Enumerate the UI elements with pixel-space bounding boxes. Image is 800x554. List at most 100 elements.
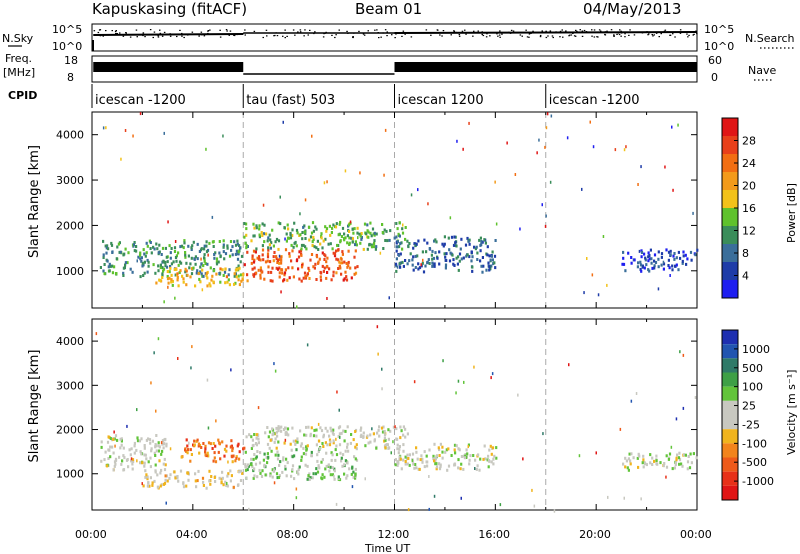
velocity-cell [333,477,336,481]
power-cell [462,147,464,151]
power-cell [187,244,190,248]
velocity-cell [206,378,209,382]
power-cell [450,235,454,239]
velocity-cell [231,446,234,450]
velocity-cell [320,429,324,433]
velocity-cell [348,467,351,471]
power-cell [449,251,452,255]
velocity-cell [119,437,122,441]
power-cell [289,236,293,240]
power-cell [356,265,359,269]
power-cell [180,244,184,248]
power-cell [657,265,660,269]
velocity-cell [311,476,314,480]
velocity-cell [161,439,164,443]
velocity-cbar-label: -100 [742,437,767,450]
power-cell [236,242,239,246]
power-cell [215,262,219,266]
noise-point [688,34,690,36]
velocity-cell [406,462,409,466]
velocity-cell [415,450,418,454]
velocity-cbar-swatch [722,415,738,430]
power-cell [338,222,341,226]
power-cell [662,262,666,266]
velocity-cell [286,427,290,431]
power-cell [367,235,370,239]
power-cell [402,264,405,268]
velocity-cell [455,391,457,395]
velocity-cell [297,472,300,476]
power-cell [370,243,373,247]
power-cell [162,269,165,273]
power-cell [371,227,375,231]
power-cell [412,255,415,259]
velocity-cell [177,479,180,483]
velocity-cell [149,476,152,480]
velocity-cell [362,435,365,439]
noise-point [664,29,667,31]
velocity-cell [290,448,293,452]
power-cell [313,266,316,270]
velocity-cell [145,438,148,442]
velocity-cell [221,476,224,480]
velocity-cell [306,464,309,468]
power-cell [250,239,253,243]
noise-point [266,35,268,37]
velocity-cell [343,439,346,443]
power-cell [493,261,496,265]
power-cell [349,266,352,270]
velocity-cell [219,457,222,461]
velocity-cell [383,429,386,433]
velocity-cell [464,453,467,456]
power-cell [192,240,195,244]
velocity-cell [305,448,308,452]
power-cell [259,266,262,270]
noise-point [395,33,397,35]
power-cell [325,229,328,233]
noise-point [679,32,682,34]
power-cell [110,243,114,247]
power-cell [660,263,663,267]
power-cell [253,234,256,238]
noise-point [276,35,279,37]
velocity-cell [176,475,179,478]
power-cell [143,271,146,275]
power-cell [294,240,297,244]
power-cell [233,272,236,276]
velocity-ytick-label: 2000 [56,424,84,437]
power-cell [262,203,265,207]
velocity-cell [627,468,630,472]
noise-point [573,35,576,37]
power-cell [408,242,411,245]
power-cell [671,264,674,268]
velocity-cell [324,467,327,471]
power-cell [434,251,437,255]
power-cell [291,266,294,270]
power-cell [481,256,484,259]
power-cell [381,231,384,234]
noise-point [233,34,235,36]
noise-point [404,33,406,35]
velocity-cell [493,454,496,458]
velocity-cell [317,422,320,426]
power-cell [319,242,322,246]
power-ytick-label: 3000 [56,174,84,187]
velocity-cell [207,441,211,445]
noise-point [273,35,275,37]
velocity-cell [259,451,262,455]
noise-point [352,36,354,38]
velocity-cell [165,474,168,478]
velocity-cell [284,464,287,468]
power-cell [366,223,369,227]
power-cell [476,251,479,255]
power-cell [278,261,281,265]
velocity-cell [160,468,163,472]
velocity-cell [483,444,486,448]
power-cell [280,255,283,259]
power-cell [285,239,288,243]
noise-point [314,31,316,33]
power-cell [278,254,281,258]
velocity-cell [224,480,227,484]
velocity-cell [111,445,114,449]
power-cell [258,224,261,228]
